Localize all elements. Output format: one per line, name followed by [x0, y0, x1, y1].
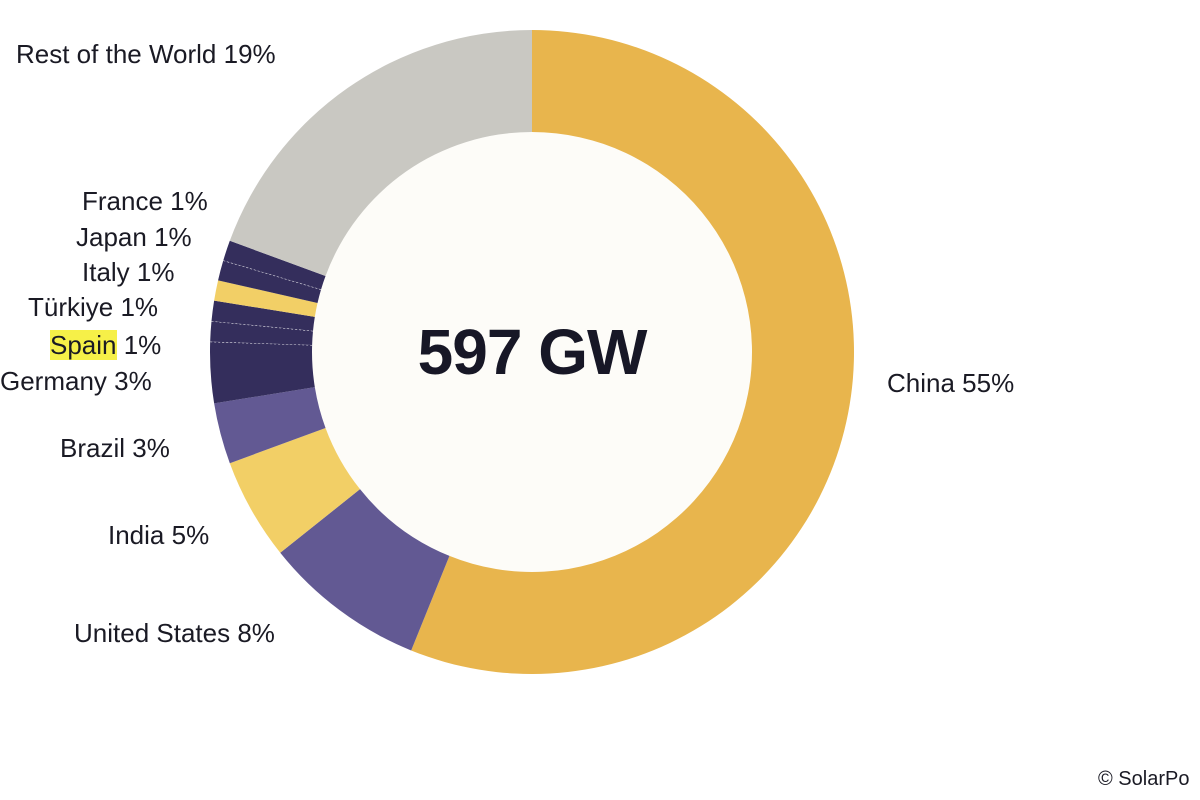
slice-t-rkiye: [211, 300, 315, 331]
label-spain-name: Spain: [50, 330, 117, 360]
slice-france: [223, 240, 326, 290]
label-brazil: Brazil 3%: [60, 433, 170, 463]
label-spain: Spain 1%: [50, 330, 161, 360]
label-turkiye: Türkiye 1%: [28, 292, 159, 322]
slice-india: [229, 427, 360, 553]
slice-brazil: [214, 387, 326, 464]
label-china: China 55%: [887, 368, 1015, 398]
slice-rest-of-the-world: [229, 30, 532, 277]
copyright-text: © SolarPo: [1098, 768, 1190, 790]
slice-italy: [214, 280, 318, 317]
slice-china: [411, 30, 854, 674]
label-japan: Japan 1%: [76, 222, 192, 252]
center-total-label: 597 GW: [417, 316, 648, 388]
slice-japan: [218, 260, 322, 304]
slice-spain: [210, 321, 314, 345]
label-spain-value: 1%: [116, 330, 162, 360]
label-italy: Italy 1%: [82, 257, 175, 287]
slice-germany: [210, 341, 315, 404]
label-rest-of-world: Rest of the World 19%: [16, 39, 276, 69]
donut-center-disc: [312, 132, 752, 572]
label-germany: Germany 3%: [0, 366, 152, 396]
label-united-states: United States 8%: [74, 618, 275, 648]
label-india: India 5%: [108, 520, 210, 550]
slice-united-states: [280, 489, 450, 651]
label-france: France 1%: [82, 186, 208, 216]
